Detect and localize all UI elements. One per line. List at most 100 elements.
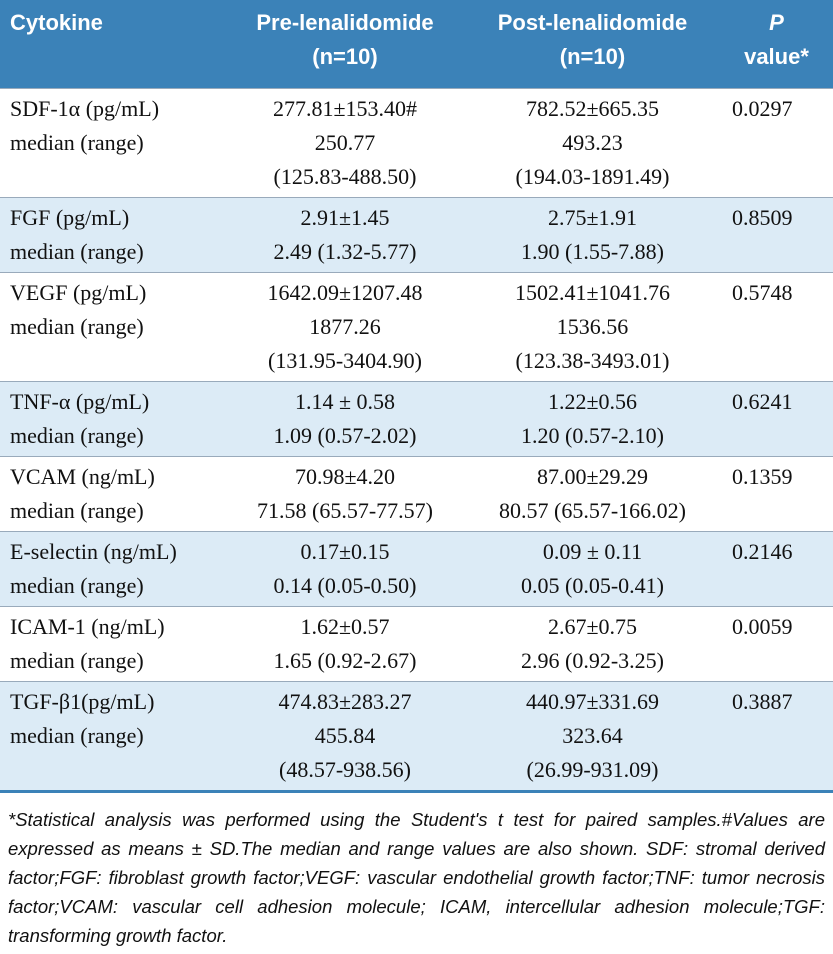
cell-text: 2.75±1.91 xyxy=(547,205,638,230)
header-text: value* xyxy=(744,44,809,69)
cell-text: (123.38-3493.01) xyxy=(515,348,670,373)
cell-text: 1.14 ± 0.58 xyxy=(294,389,396,414)
header-cell: Cytokine xyxy=(0,0,225,89)
cell: TNF-α (pg/mL) median (range) xyxy=(0,381,225,457)
cell-text: 71.58 (65.57-77.57) xyxy=(257,498,433,523)
header-cell: Post-lenalidomide (n=10) xyxy=(465,0,720,89)
cell-text: (131.95-3404.90) xyxy=(268,348,422,373)
cell-text: median (range) xyxy=(10,573,144,598)
cell-text: FGF (pg/mL) xyxy=(10,205,130,230)
cell-text: 0.1359 xyxy=(732,464,793,489)
cell-text: 2.91±1.45 xyxy=(300,205,390,230)
cell-text: 0.2146 xyxy=(732,539,793,564)
header-row: Cytokine Pre-lenalidomide (n=10) Post-lenal… xyxy=(0,0,833,89)
cell-text: median (range) xyxy=(10,498,144,523)
cell: 440.97±331.69 323.64 (26.99-931.09) xyxy=(465,681,720,792)
cell: 0.8509 xyxy=(720,197,833,273)
cell: 1.14 ± 0.58 1.09 (0.57-2.02) xyxy=(225,381,465,457)
cell: 0.09 ± 0.11 0.05 (0.05-0.41) xyxy=(465,531,720,607)
cell: 1502.41±1041.76 1536.56 (123.38-3493.01) xyxy=(465,273,720,382)
cell-text: 323.64 xyxy=(562,723,623,748)
cell-text: 1502.41±1041.76 xyxy=(514,280,671,305)
cell: 0.2146 xyxy=(720,531,833,607)
cell: 87.00±29.29 80.57 (65.57-166.02) xyxy=(465,457,720,532)
cell: 277.81±153.40# 250.77 (125.83-488.50) xyxy=(225,89,465,198)
cell-text: median (range) xyxy=(10,239,144,264)
cell: 0.1359 xyxy=(720,457,833,532)
cell-text: 0.3887 xyxy=(732,689,793,714)
cell-text: 782.52±665.35 xyxy=(525,96,660,121)
cell-text: 493.23 xyxy=(562,130,623,155)
cell-text: 0.0297 xyxy=(732,96,793,121)
cell-text: TNF-α (pg/mL) xyxy=(10,389,150,414)
cell-text: 87.00±29.29 xyxy=(536,464,649,489)
cell-text: (125.83-488.50) xyxy=(273,164,417,189)
table-row: TGF-β1(pg/mL) median (range) 474.83±283.27… xyxy=(0,681,833,792)
cell-text: 440.97±331.69 xyxy=(525,689,660,714)
cell-text: E-selectin (ng/mL) xyxy=(10,539,177,564)
cell: 0.5748 xyxy=(720,273,833,382)
cell-text: 1877.26 xyxy=(309,314,381,339)
cell-text: VEGF (pg/mL) xyxy=(10,280,147,305)
cell-text: 1536.56 xyxy=(556,314,629,339)
cell: 782.52±665.35 493.23 (194.03-1891.49) xyxy=(465,89,720,198)
cell-text: VCAM (ng/mL) xyxy=(10,464,155,489)
cell-text: 0.05 (0.05-0.41) xyxy=(521,573,664,598)
cell: 0.17±0.15 0.14 (0.05-0.50) xyxy=(225,531,465,607)
cell-text: 474.83±283.27 xyxy=(278,689,412,714)
cell-text: 1642.09±1207.48 xyxy=(267,280,423,305)
cell-text: 0.6241 xyxy=(732,389,793,414)
cell-text: 1.20 (0.57-2.10) xyxy=(521,423,664,448)
cell: 1.22±0.56 1.20 (0.57-2.10) xyxy=(465,381,720,457)
cell: TGF-β1(pg/mL) median (range) xyxy=(0,681,225,792)
footnote: *Statistical analysis was performed usin… xyxy=(8,809,825,946)
header-text: P xyxy=(769,10,784,35)
header-cell: Pre-lenalidomide (n=10) xyxy=(225,0,465,89)
cell: SDF-1α (pg/mL) median (range) xyxy=(0,89,225,198)
cell-text: 0.0059 xyxy=(732,614,793,639)
cell: 70.98±4.20 71.58 (65.57-77.57) xyxy=(225,457,465,532)
table-row: FGF (pg/mL) median (range) 2.91±1.45 2.49 (… xyxy=(0,197,833,273)
cell: VEGF (pg/mL) median (range) xyxy=(0,273,225,382)
cell-text: 1.65 (0.92-2.67) xyxy=(273,648,417,673)
cell-text: median (range) xyxy=(10,648,144,673)
cell-text: 2.49 (1.32-5.77) xyxy=(273,239,417,264)
cell-text: TGF-β1(pg/mL) xyxy=(10,689,155,714)
cell-text: 0.14 (0.05-0.50) xyxy=(273,573,417,598)
table-row: VEGF (pg/mL) median (range) 1642.09±1207.4… xyxy=(0,272,833,382)
cell-text: (26.99-931.09) xyxy=(526,757,659,782)
cell-text: SDF-1α (pg/mL) xyxy=(10,96,160,121)
cell: E-selectin (ng/mL) median (range) xyxy=(0,531,225,607)
cell-text: 1.62±0.57 xyxy=(300,614,390,639)
header-text: Cytokine xyxy=(10,10,103,35)
cell-text: 1.90 (1.55-7.88) xyxy=(521,239,664,264)
cell: 2.75±1.91 1.90 (1.55-7.88) xyxy=(465,197,720,273)
cell-text: median (range) xyxy=(10,423,144,448)
cytokine-table: Cytokine Pre-lenalidomide (n=10) Post-lenal… xyxy=(0,0,833,792)
cell-text: 1.22±0.56 xyxy=(547,389,638,414)
cell-text: 1.09 (0.57-2.02) xyxy=(273,423,417,448)
header-text: Pre-lenalidomide xyxy=(256,10,434,35)
cell-text: 2.96 (0.92-3.25) xyxy=(521,648,664,673)
table-row: VCAM (ng/mL) median (range) 70.98±4.20 71.5… xyxy=(0,456,833,532)
header-text: Post-lenalidomide xyxy=(497,10,688,35)
table-row: E-selectin (ng/mL) median (range) 0.17±0.1… xyxy=(0,531,833,607)
cell-text: 0.17±0.15 xyxy=(300,539,390,564)
cell: 0.0059 xyxy=(720,607,833,682)
cell: 0.6241 xyxy=(720,381,833,457)
cell-text: 250.77 xyxy=(314,130,376,155)
table-row: TNF-α (pg/mL) median (range) 1.14 ± 0.58 1.… xyxy=(0,381,833,457)
cell-text: (194.03-1891.49) xyxy=(515,164,670,189)
cell-text: (48.57-938.56) xyxy=(279,757,411,782)
cell: 2.91±1.45 2.49 (1.32-5.77) xyxy=(225,197,465,273)
cell: 2.67±0.75 2.96 (0.92-3.25) xyxy=(465,607,720,682)
table-row: SDF-1α (pg/mL) median (range) 277.81±153.4… xyxy=(0,88,833,198)
cell-text: median (range) xyxy=(10,723,144,748)
cell: 1642.09±1207.48 1877.26 (131.95-3404.90) xyxy=(225,273,465,382)
header-text: (n=10) xyxy=(312,44,378,69)
cell-text: 70.98±4.20 xyxy=(294,464,396,489)
cell: 0.0297 xyxy=(720,89,833,198)
table-row: ICAM-1 (ng/mL) median (range) 1.62±0.57 1.6… xyxy=(0,606,833,682)
